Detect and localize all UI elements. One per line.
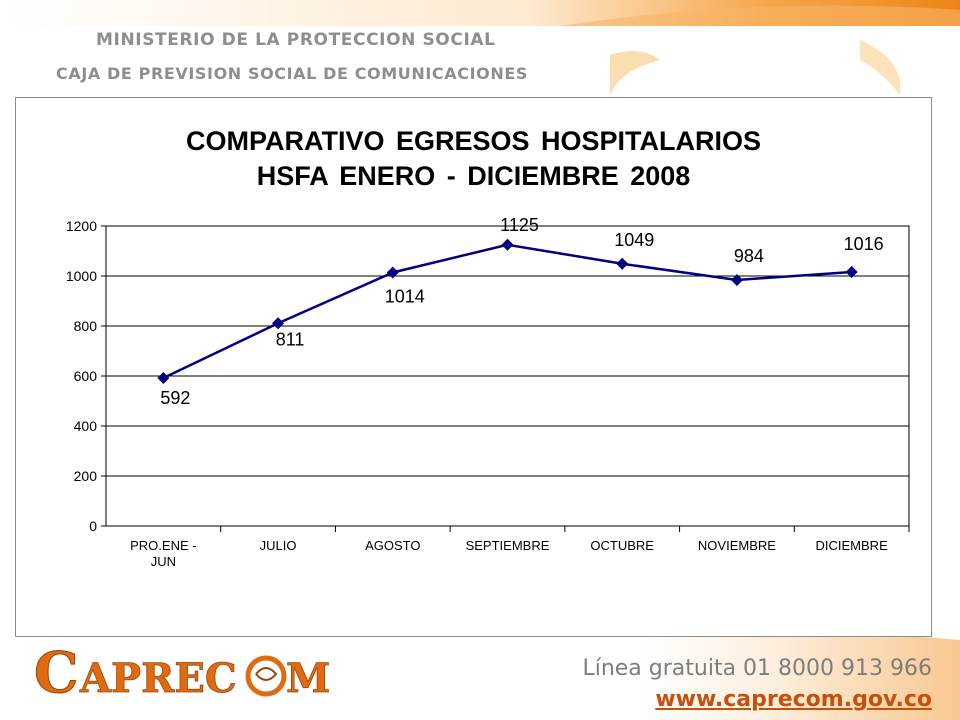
data-label: 1014	[385, 287, 425, 307]
x-tick-label: DICIEMBRE	[816, 538, 889, 553]
data-point-marker	[845, 266, 858, 278]
data-label: 1125	[500, 215, 539, 235]
data-label: 592	[160, 388, 190, 408]
data-label: 1049	[614, 230, 654, 250]
data-point-marker	[616, 257, 629, 270]
y-tick-label: 0	[89, 518, 97, 534]
data-point-marker	[157, 372, 170, 384]
caprecom-logo: C APREC M	[34, 640, 331, 700]
svg-text:APREC: APREC	[79, 655, 237, 700]
x-tick-label: SEPTIEMBRE	[466, 538, 550, 553]
svg-text:C: C	[34, 640, 79, 700]
data-label: 811	[276, 329, 305, 349]
data-point-marker	[386, 266, 399, 279]
y-tick-label: 800	[74, 318, 98, 334]
y-tick-label: 1200	[66, 218, 97, 234]
x-tick-label: JULIO	[260, 538, 297, 553]
data-label: 984	[734, 246, 764, 266]
y-tick-label: 200	[74, 468, 98, 484]
entity-header: CAJA DE PREVISION SOCIAL DE COMUNICACION…	[56, 64, 528, 83]
chart-area: COMPARATIVO EGRESOS HOSPITALARIOS HSFA E…	[15, 97, 932, 637]
x-tick-label: AGOSTO	[365, 538, 420, 553]
chart-title-line-1: COMPARATIVO EGRESOS HOSPITALARIOS	[185, 126, 762, 156]
line-chart: 0 200 400 600 800 1000 1200 PRO.ENE -JUN JULIO AG…	[66, 215, 910, 569]
x-tick-label: OCTUBRE	[590, 538, 654, 553]
x-tick-label: NOVIEMBRE	[698, 538, 776, 553]
hotline-text: Línea gratuita 01 8000 913 966	[582, 656, 932, 681]
data-point-marker	[501, 238, 514, 251]
data-point-marker	[730, 274, 743, 286]
y-tick-label: 600	[74, 368, 98, 384]
svg-text:M: M	[286, 655, 330, 700]
data-point-marker	[272, 317, 285, 330]
chart-title-line-2: HSFA ENERO - DICIEMBRE 2008	[256, 161, 691, 191]
data-label: 1016	[844, 234, 884, 254]
ministry-header: MINISTERIO DE LA PROTECCION SOCIAL	[96, 30, 496, 50]
x-tick-label: PRO.ENE -JUN	[130, 538, 196, 569]
y-tick-label: 400	[74, 418, 98, 434]
y-tick-label: 1000	[66, 268, 97, 284]
website-link[interactable]: www.caprecom.gov.co	[655, 687, 932, 712]
